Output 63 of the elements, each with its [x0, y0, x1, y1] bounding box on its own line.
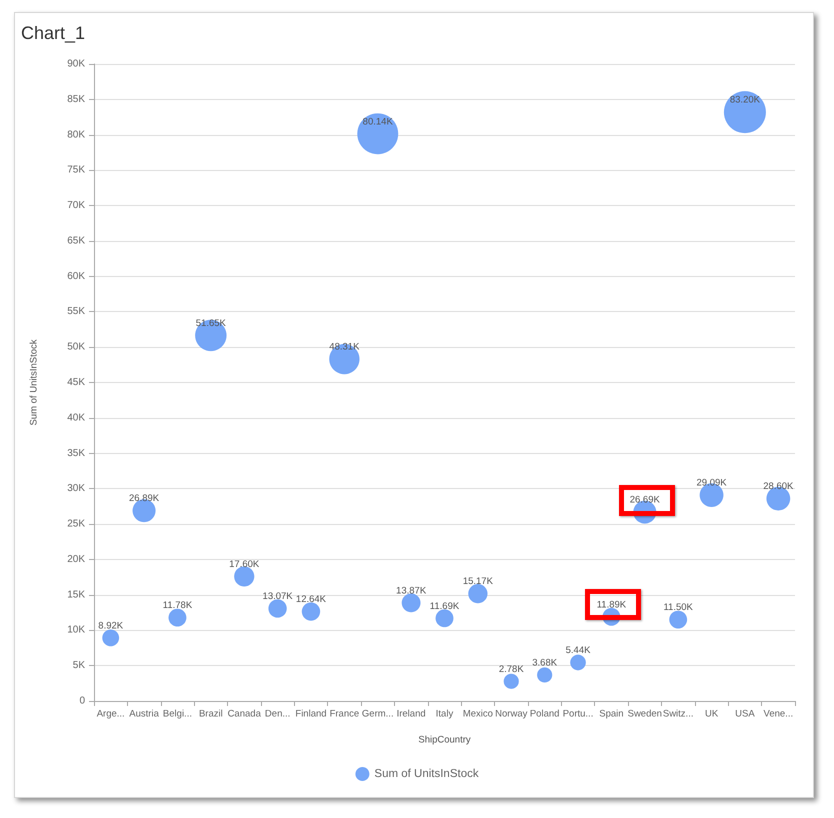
y-tick-label: 35K	[67, 448, 86, 459]
x-tick-label: USA	[735, 708, 756, 720]
data-label: 11.78K	[162, 600, 193, 612]
x-tick-label: UK	[704, 708, 719, 720]
y-tick-label: 15K	[67, 589, 86, 600]
x-tick-label: Ireland	[396, 708, 426, 720]
data-label: 5.44K	[566, 644, 592, 656]
data-label: 15.17K	[462, 576, 494, 588]
x-tick-label: Mexico	[462, 708, 493, 720]
y-tick-label: 85K	[67, 94, 86, 105]
y-tick-label: 90K	[67, 58, 86, 70]
data-label: 11.50K	[663, 602, 694, 614]
x-tick-label: Portu...	[562, 708, 594, 720]
x-tick-label: Arge...	[96, 708, 125, 720]
data-label: 12.64K	[296, 594, 327, 606]
data-label: 80.14K	[362, 116, 394, 128]
data-label: 13.87K	[396, 585, 427, 596]
x-tick-label: Spain	[599, 708, 624, 720]
y-tick-label: 65K	[67, 235, 86, 246]
data-label: 26.69K	[630, 494, 660, 506]
x-tick-label: Germ...	[362, 708, 394, 720]
x-tick-label: Vene...	[764, 708, 794, 720]
data-label: 29.09K	[696, 478, 728, 489]
x-tick-label: Norway	[495, 708, 528, 720]
y-tick-label: 40K	[67, 412, 86, 424]
data-label: 17.60K	[229, 558, 260, 570]
y-tick-label: 75K	[67, 164, 86, 176]
x-axis-title: ShipCountry	[418, 734, 471, 746]
data-label: 8.92K	[98, 620, 124, 632]
x-tick-label: Finland	[295, 708, 327, 720]
data-label: 83.20K	[730, 94, 761, 106]
data-label: 11.69K	[430, 600, 460, 612]
x-tick-label: France	[330, 708, 360, 720]
data-label: 13.07K	[262, 590, 294, 602]
y-tick-label: 5K	[72, 660, 86, 672]
x-tick-label: Switz...	[662, 708, 694, 720]
data-label: 11.89K	[596, 599, 627, 610]
y-tick-label: 60K	[67, 270, 86, 282]
x-tick-label: Brazil	[198, 708, 223, 720]
x-tick-label: Sweden	[628, 708, 662, 720]
y-tick-label: 70K	[67, 200, 86, 212]
y-tick-label: 30K	[67, 483, 86, 494]
data-label: 2.78K	[498, 664, 524, 675]
x-tick-label: Poland	[530, 708, 560, 720]
x-tick-label: Austria	[129, 708, 160, 720]
y-tick-label: 0	[79, 696, 86, 706]
data-label: 3.68K	[532, 657, 558, 668]
y-tick-label: 25K	[67, 518, 86, 530]
legend-label: Sum of UnitsInStock	[374, 768, 479, 780]
y-tick-label: 10K	[67, 624, 86, 636]
x-tick-label: Canada	[228, 708, 262, 720]
x-tick-label: Den...	[264, 708, 290, 720]
chart-title: Chart_1	[21, 23, 86, 43]
y-tick-label: 45K	[67, 377, 86, 388]
y-tick-label: 80K	[67, 129, 86, 140]
y-axis-title: Sum of UnitsInStock	[28, 339, 40, 426]
y-tick-label: 20K	[67, 554, 86, 565]
x-tick-label: Belgi...	[162, 708, 192, 720]
y-tick-label: 50K	[67, 342, 86, 353]
y-tick-label: 55K	[67, 306, 86, 318]
x-tick-label: Italy	[436, 708, 454, 720]
data-label: 26.89K	[129, 493, 160, 504]
data-label: 28.60K	[763, 481, 794, 492]
